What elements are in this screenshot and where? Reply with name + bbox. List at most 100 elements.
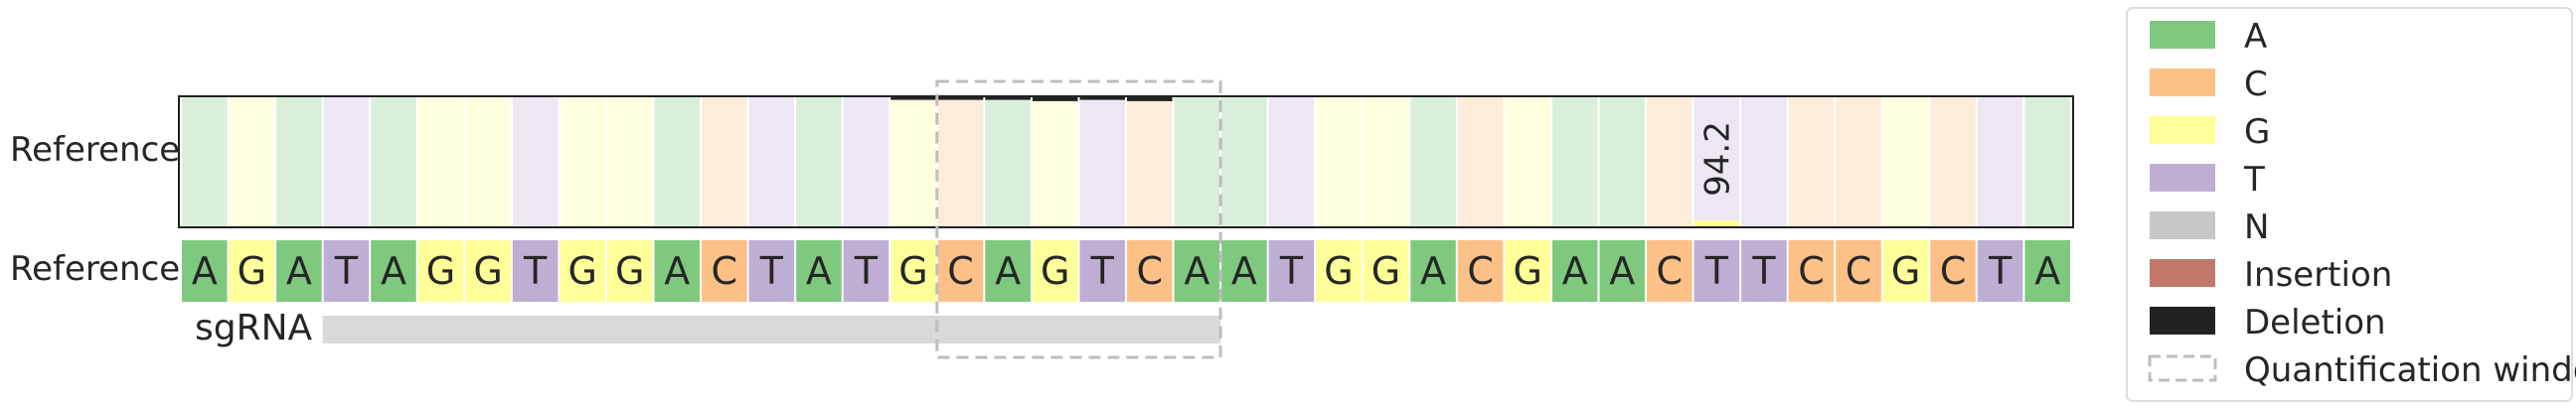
reference-cell-38 [1930, 97, 1976, 226]
reference-cell-24 [1268, 97, 1315, 226]
legend-swatch-a [2150, 21, 2215, 49]
reference-cell-3 [276, 97, 322, 226]
legend-label-n: N [2244, 207, 2269, 247]
legend-frame [2126, 7, 2573, 402]
sequence-cell-16 [890, 240, 936, 302]
sequence-base-33: T [1704, 249, 1729, 293]
reference-cell-19 [1032, 97, 1078, 226]
sgrna-label: sgRNA [195, 308, 313, 348]
sequence-base-32: C [1657, 249, 1684, 293]
sequence-cell-24 [1268, 240, 1315, 302]
reference-cell-27 [1410, 97, 1456, 226]
sequence-base-35: C [1798, 249, 1825, 293]
sequence-base-37: G [1891, 249, 1920, 293]
reference-cell-9 [560, 97, 605, 226]
sequence-cell-2 [229, 240, 275, 302]
sequence-base-20: T [1090, 249, 1115, 293]
sequence-cell-19 [1032, 240, 1078, 302]
sequence-cell-18 [985, 240, 1031, 302]
sequence-cell-37 [1882, 240, 1929, 302]
sequence-cell-39 [1977, 240, 2023, 302]
sequence-base-17: C [947, 249, 974, 293]
reference-cell-35 [1788, 97, 1835, 226]
legend-swatch-insertion [2150, 259, 2215, 287]
sequence-base-26: G [1371, 249, 1400, 293]
sequence-base-10: G [615, 249, 644, 293]
reference-cell-15 [843, 97, 889, 226]
sequence-base-11: A [664, 249, 690, 293]
sequence-cell-35 [1788, 240, 1835, 302]
reference-cell-39 [1977, 97, 2023, 226]
sequence-cell-25 [1316, 240, 1362, 302]
sequence-base-40: A [2034, 249, 2060, 293]
sequence-cell-13 [748, 240, 795, 302]
reference-cell-12 [702, 97, 747, 226]
sequence-cell-40 [2024, 240, 2070, 302]
reference-cell-18 [985, 97, 1031, 226]
sequence-base-15: T [854, 249, 879, 293]
sequence-base-28: C [1467, 249, 1494, 293]
sequence-cell-22 [1174, 240, 1220, 302]
legend-label-quantification-window: Quantification window [2244, 350, 2576, 390]
reference-cell-20 [1079, 97, 1125, 226]
sequence-cell-26 [1363, 240, 1409, 302]
legend-label-c: C [2244, 65, 2268, 104]
sequence-cell-38 [1930, 240, 1976, 302]
legend-swatch-c [2150, 68, 2215, 96]
legend-swatch-t [2150, 164, 2215, 192]
deletion-mark-16 [890, 97, 936, 100]
sequence-base-14: A [806, 249, 832, 293]
quantification-window [935, 79, 1222, 359]
reference-cell-16 [890, 97, 936, 226]
reference-cell-33 [1693, 97, 1740, 226]
sequence-base-34: T [1751, 249, 1776, 293]
reference-cell-32 [1647, 97, 1692, 226]
sequence-cell-27 [1410, 240, 1456, 302]
sequence-base-3: A [286, 249, 312, 293]
sequence-cell-29 [1505, 240, 1550, 302]
reference-cell-21 [1127, 97, 1173, 226]
sequence-base-39: T [1988, 249, 2012, 293]
reference-cell-13 [748, 97, 795, 226]
sequence-cell-1 [182, 240, 228, 302]
legend-swatch-deletion [2150, 307, 2215, 335]
sequence-base-31: A [1609, 249, 1635, 293]
sequence-cell-9 [560, 240, 605, 302]
reference-heatmap-row: 94.2 [182, 97, 2070, 226]
reference-cell-23 [1221, 97, 1267, 226]
sequence-cell-12 [702, 240, 747, 302]
sequence-base-8: T [523, 249, 548, 293]
sequence-base-21: C [1137, 249, 1164, 293]
reference-cell-8 [512, 97, 559, 226]
reference-cell-34 [1741, 97, 1787, 226]
sequence-base-23: A [1231, 249, 1257, 293]
reference-cell-22 [1174, 97, 1220, 226]
legend-swatch-g [2150, 116, 2215, 144]
reference-cell-25 [1316, 97, 1362, 226]
legend-label-g: G [2244, 112, 2270, 152]
sequence-cell-17 [937, 240, 984, 302]
sequence-cell-11 [654, 240, 701, 302]
sequence-base-5: A [381, 249, 406, 293]
sequence-base-38: C [1940, 249, 1967, 293]
sequence-base-22: A [1184, 249, 1209, 293]
sequence-cell-33 [1693, 240, 1740, 302]
deletion-mark-19 [1032, 97, 1078, 101]
sequence-base-18: A [995, 249, 1021, 293]
annotation-label: 94.2 [1697, 121, 1737, 197]
sequence-cell-32 [1647, 240, 1692, 302]
sequence-base-12: C [712, 249, 738, 293]
sequence-base-19: G [1041, 249, 1069, 293]
reference-cell-6 [417, 97, 464, 226]
reference-cell-2 [229, 97, 275, 226]
sequence-base-13: T [759, 249, 784, 293]
deletion-mark-17 [937, 97, 984, 100]
sequence-cell-30 [1551, 240, 1598, 302]
sequence-base-6: G [426, 249, 455, 293]
sequence-cell-14 [796, 240, 842, 302]
sequence-cell-8 [512, 240, 559, 302]
reference-cell-11 [654, 97, 701, 226]
